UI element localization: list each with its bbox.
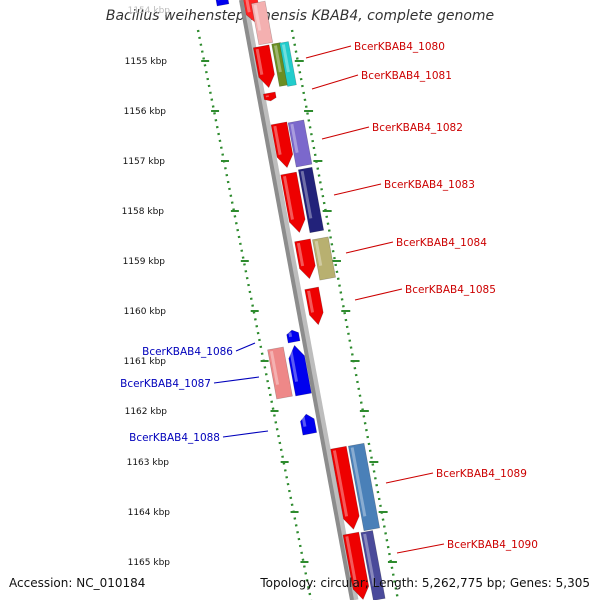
gene-label-leader [333,183,382,196]
backbone-line [239,0,354,600]
gene-label[interactable]: BcerKBAB4_1090 [447,539,538,551]
gene-arrow-1086 [286,329,301,344]
gene-features [215,0,386,600]
gene-label-leader [345,241,394,254]
domain-box-1082 [287,119,313,168]
gene-arrow-small [263,91,277,102]
gene-label-leader [354,288,403,301]
gene-label-leader [396,543,445,554]
topology-text: Topology: circular; Length: 5,262,775 bp… [260,576,590,590]
tick-label: 1165 kbp [128,558,171,568]
gene-label-leader [235,342,256,352]
gene-arrow-1082 [270,121,294,169]
domain-box-1079 [250,0,274,46]
gene-arrow-1088 [300,413,318,436]
domain-box-1090 [360,530,386,600]
domain-box-1089 [347,442,381,532]
gene-label[interactable]: BcerKBAB4_1081 [361,70,452,82]
gene-label-leader [305,45,352,59]
gene-arrow-1080 [252,44,275,89]
gene-arrow-reverse-top [215,0,230,7]
gene-arrow-1089 [330,445,360,530]
gene-label-leader [222,430,269,438]
gene-label[interactable]: BcerKBAB4_1088 [129,432,220,444]
ruler-inner-dots [196,29,313,600]
gene-label-leader [213,376,260,384]
tick-label: 1156 kbp [124,107,167,117]
map-title: Bacillus weihenstephanensis KBAB4, compl… [105,8,495,24]
tick-label: 1160 kbp [124,307,167,317]
domain-box-1083 [297,166,325,234]
tick-label: 1159 kbp [123,257,166,267]
gene-arrow-1087 [288,344,312,397]
gene-label[interactable]: BcerKBAB4_1084 [396,237,487,249]
tick-label: 1161 kbp [124,357,167,367]
gene-arrow-1090 [342,531,370,600]
genome-backbone [239,0,359,600]
gene-label[interactable]: BcerKBAB4_1080 [354,41,445,53]
gene-arrow-1085 [304,286,324,326]
gene-label[interactable]: BcerKBAB4_1085 [405,284,496,296]
backbone-shadow [240,0,359,600]
gene-label-leader [321,126,370,140]
gene-label[interactable]: BcerKBAB4_1083 [384,179,475,191]
gene-label[interactable]: BcerKBAB4_1086 [142,346,233,358]
tick-label: 1162 kbp [125,407,168,417]
gene-label[interactable]: BcerKBAB4_1089 [436,468,527,480]
ruler-track: 1154 kbp 1155 kbp 1156 kbp 1157 kbp 1158 kbp… [122,6,400,600]
tick-label: 1157 kbp [123,157,166,167]
tick-label: 1155 kbp [125,57,168,67]
tick-label: 1163 kbp [127,458,170,468]
tick-label: 1158 kbp [122,207,165,217]
accession-text: Accession: NC_010184 [9,576,146,590]
gene-arrow-1083 [280,171,306,234]
tick-label: 1164 kbp [128,508,171,518]
ruler-outer-dots [290,29,400,600]
domain-box-1080b [279,41,297,87]
domain-box-1084 [312,236,336,281]
gene-arrow-1084 [294,238,316,280]
gene-label-leader [385,472,434,484]
gene-label[interactable]: BcerKBAB4_1082 [372,122,463,134]
gene-label-leader [311,74,359,90]
gene-label[interactable]: BcerKBAB4_1087 [120,378,211,390]
tick-label: 1154 kbp [128,6,171,16]
domain-box-1087 [267,346,293,400]
gene-labels: BcerKBAB4_1080 BcerKBAB4_1081 BcerKBAB4_10… [120,41,538,554]
